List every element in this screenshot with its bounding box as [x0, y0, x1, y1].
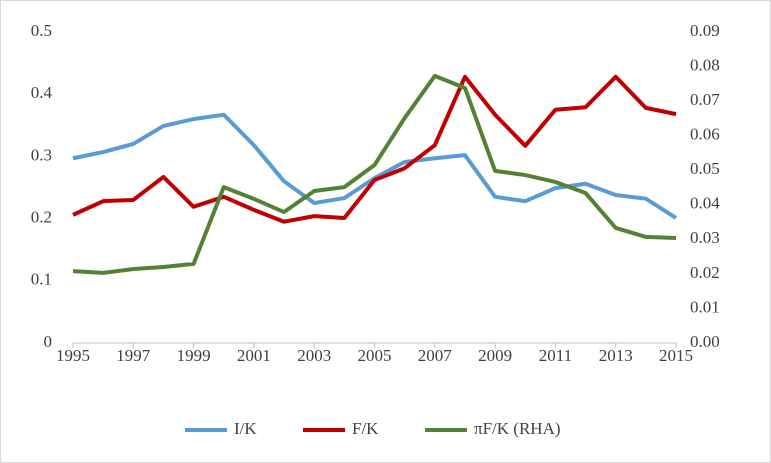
x-tick-label: 2009 [478, 346, 512, 365]
x-tick-label: 1997 [116, 346, 151, 365]
x-tick-label: 2001 [237, 346, 271, 365]
y-tick-label: 0.4 [31, 83, 53, 102]
y-tick-label: 0 [44, 332, 53, 351]
x-tick-label: 2007 [418, 346, 453, 365]
y2-tick-label: 0.00 [690, 332, 720, 351]
x-tick-label: 2005 [358, 346, 392, 365]
x-tick-label: 2003 [297, 346, 331, 365]
x-tick-label: 2013 [599, 346, 633, 365]
y2-tick-label: 0.04 [690, 194, 720, 213]
series-line [72, 73, 677, 275]
y-tick-label: 0.2 [31, 208, 52, 227]
y-tick-label: 0.1 [31, 270, 52, 289]
legend-label: F/K [352, 419, 379, 438]
y-tick-label: 0.5 [31, 21, 52, 40]
x-tick-label: 1999 [177, 346, 211, 365]
y2-tick-label: 0.03 [690, 228, 720, 247]
x-tick-label: 2015 [659, 346, 693, 365]
y2-tick-label: 0.06 [690, 125, 720, 144]
y2-tick-label: 0.02 [690, 263, 720, 282]
y-tick-label: 0.3 [31, 145, 52, 164]
y2-tick-label: 0.09 [690, 21, 720, 40]
legend-label: πF/K (RHA) [474, 419, 561, 438]
y2-tick-label: 0.07 [690, 90, 720, 109]
x-tick-label: 1995 [56, 346, 90, 365]
legend-label: I/K [234, 419, 257, 438]
y2-tick-label: 0.05 [690, 159, 720, 178]
x-tick-label: 2011 [539, 346, 572, 365]
series-line [72, 74, 677, 224]
y2-tick-label: 0.08 [690, 55, 720, 74]
y2-tick-label: 0.01 [690, 297, 720, 316]
